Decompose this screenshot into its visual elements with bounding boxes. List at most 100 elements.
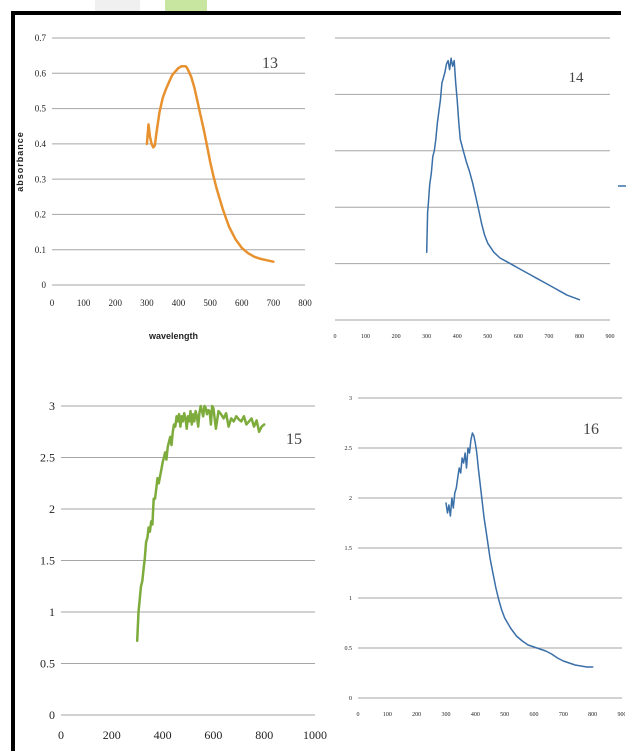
data-point bbox=[452, 65, 453, 67]
data-point bbox=[150, 521, 152, 522]
data-point bbox=[223, 418, 224, 419]
y-tick-label: 0.6 bbox=[35, 68, 47, 78]
data-point bbox=[426, 252, 427, 253]
data-point bbox=[162, 97, 163, 99]
data-point bbox=[225, 412, 227, 414]
data-point bbox=[145, 541, 147, 543]
data-point bbox=[195, 410, 196, 412]
x-tick-label: 1000 bbox=[303, 728, 327, 742]
x-tick-label: 900 bbox=[618, 712, 626, 718]
data-point bbox=[548, 284, 550, 286]
data-point bbox=[209, 161, 211, 162]
data-point bbox=[473, 435, 475, 437]
x-tick-label: 0 bbox=[50, 298, 55, 308]
chart-title: 16 bbox=[583, 421, 599, 438]
data-point bbox=[182, 421, 184, 422]
data-point bbox=[153, 498, 155, 500]
y-tick-label: 2.5 bbox=[345, 446, 353, 452]
data-point bbox=[455, 487, 457, 489]
y-tick-label: 0.2 bbox=[35, 210, 46, 220]
data-point bbox=[475, 195, 476, 197]
data-point bbox=[459, 139, 461, 140]
data-point bbox=[483, 517, 485, 519]
data-point bbox=[243, 416, 245, 417]
data-point bbox=[557, 657, 558, 659]
data-point bbox=[146, 143, 148, 145]
data-point bbox=[218, 410, 219, 412]
data-point bbox=[440, 99, 441, 101]
data-point bbox=[139, 599, 141, 600]
data-point bbox=[152, 524, 153, 525]
data-point bbox=[253, 426, 255, 427]
data-point bbox=[206, 145, 208, 146]
x-tick-label: 700 bbox=[267, 298, 281, 308]
x-tick-label: 300 bbox=[140, 298, 154, 308]
data-point bbox=[210, 424, 212, 425]
data-point bbox=[445, 502, 447, 504]
data-point bbox=[187, 416, 189, 417]
data-point bbox=[261, 426, 262, 427]
y-tick-label: 0 bbox=[49, 708, 55, 722]
data-point bbox=[204, 405, 205, 407]
data-point bbox=[427, 212, 428, 214]
chart-15: 0 0.5 1 1.5 2 2.5 3 0 200 400 600 800 1000 15 bbox=[40, 399, 327, 742]
series-line bbox=[425, 57, 581, 301]
data-point bbox=[492, 572, 494, 574]
series-line bbox=[145, 64, 275, 263]
data-point bbox=[164, 452, 166, 453]
data-point bbox=[466, 161, 467, 163]
data-point bbox=[574, 664, 576, 666]
data-point bbox=[486, 537, 488, 539]
data-point bbox=[191, 424, 193, 425]
data-point bbox=[499, 257, 501, 259]
data-point bbox=[159, 475, 161, 477]
data-point bbox=[178, 67, 179, 69]
data-point bbox=[149, 136, 151, 138]
data-point bbox=[451, 497, 453, 499]
data-point bbox=[545, 650, 547, 652]
data-point bbox=[504, 617, 505, 619]
data-point bbox=[186, 66, 187, 68]
x-tick-label: 800 bbox=[588, 712, 597, 718]
data-point bbox=[461, 457, 463, 459]
data-point bbox=[573, 297, 574, 298]
x-tick-label: 100 bbox=[383, 712, 392, 718]
data-point bbox=[225, 217, 227, 219]
x-tick-label: 500 bbox=[203, 298, 217, 308]
x-tick-label: 0 bbox=[334, 334, 337, 340]
data-point bbox=[222, 208, 224, 210]
data-point bbox=[212, 175, 214, 176]
data-point bbox=[458, 122, 460, 123]
y-tick-label: 2.5 bbox=[40, 451, 55, 465]
y-axis-label: absorbance bbox=[15, 131, 25, 192]
data-point bbox=[173, 424, 175, 425]
data-point bbox=[450, 515, 451, 517]
data-point bbox=[162, 462, 163, 463]
data-point bbox=[505, 261, 507, 262]
y-tick-label: 0 bbox=[349, 696, 352, 702]
data-point bbox=[248, 421, 250, 422]
data-point bbox=[205, 407, 207, 409]
data-point bbox=[466, 467, 467, 469]
data-point bbox=[450, 58, 452, 59]
data-point bbox=[190, 410, 191, 412]
data-point bbox=[157, 477, 158, 479]
data-point bbox=[208, 409, 209, 411]
x-tick-label: 600 bbox=[530, 712, 539, 718]
data-point bbox=[510, 627, 511, 629]
data-point bbox=[518, 267, 519, 269]
data-point bbox=[200, 115, 201, 116]
data-point bbox=[175, 71, 176, 72]
data-point bbox=[476, 452, 478, 454]
y-tick-label: 1 bbox=[349, 596, 352, 602]
x-tick-label: 500 bbox=[483, 334, 492, 340]
data-point bbox=[247, 252, 249, 254]
data-point bbox=[151, 143, 152, 145]
y-tick-label: 2 bbox=[49, 502, 55, 516]
data-point bbox=[560, 291, 562, 293]
data-point bbox=[273, 261, 274, 263]
data-point bbox=[188, 421, 190, 422]
data-point bbox=[199, 412, 200, 414]
data-point bbox=[161, 469, 162, 471]
data-point bbox=[542, 281, 544, 282]
